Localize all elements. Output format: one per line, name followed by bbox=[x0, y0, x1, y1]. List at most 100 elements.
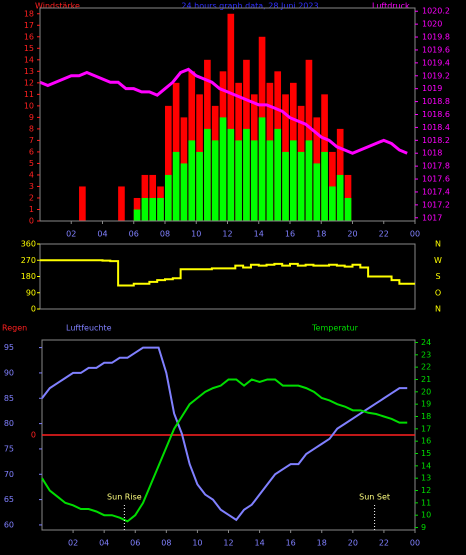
wind-bar bbox=[133, 209, 141, 221]
y-tick-label: 18 bbox=[421, 412, 431, 421]
y-tick-label: 0 bbox=[29, 217, 34, 226]
y-tick-label: 1019 bbox=[422, 84, 442, 93]
x-tick-label: 04 bbox=[97, 230, 107, 239]
y-tick-label: 2 bbox=[29, 193, 34, 202]
y-tick-label: 1017 bbox=[422, 213, 442, 222]
y-tick-label: 80 bbox=[4, 419, 14, 428]
wind-bar bbox=[227, 128, 235, 221]
y-tick-label: 180 bbox=[21, 272, 36, 281]
y-tick-label: 11 bbox=[421, 498, 431, 507]
y-tick-label: 0 bbox=[31, 305, 36, 314]
wind-bar bbox=[321, 151, 328, 221]
plot-frame bbox=[39, 243, 416, 310]
x-tick-label: 00 bbox=[410, 230, 420, 239]
x-tick-label: 02 bbox=[68, 539, 78, 548]
y-tick-label: 7 bbox=[29, 136, 34, 145]
compass-label: W bbox=[434, 256, 442, 265]
wind-bar bbox=[266, 140, 274, 221]
pressure-label: Luftdruck bbox=[372, 2, 410, 11]
y-tick-label: 6 bbox=[29, 147, 34, 156]
temperature-label: Temperatur bbox=[311, 324, 359, 333]
y-tick-label: 1017.8 bbox=[422, 162, 450, 171]
x-tick-label: 06 bbox=[130, 539, 140, 548]
y-tick-label: 1 bbox=[29, 205, 34, 214]
wind-bar bbox=[204, 128, 211, 221]
wind-bar bbox=[243, 128, 250, 221]
y-tick-label: 14 bbox=[24, 55, 34, 64]
x-tick-label: 10 bbox=[192, 539, 202, 548]
y-tick-label: 15 bbox=[24, 44, 34, 53]
x-tick-label: 16 bbox=[286, 539, 296, 548]
y-tick-label: 16 bbox=[24, 32, 34, 41]
wind-bar bbox=[235, 140, 242, 221]
y-tick-label: 1019.8 bbox=[422, 33, 450, 42]
wind-bar bbox=[313, 163, 321, 221]
x-tick-label: 22 bbox=[379, 539, 389, 548]
wind-bar bbox=[274, 128, 282, 221]
y-tick-label: 1017.4 bbox=[422, 187, 450, 196]
wind-label: Windstärke bbox=[35, 2, 80, 11]
y-tick-label: 1019.2 bbox=[422, 71, 450, 80]
wind-bar bbox=[165, 174, 172, 221]
wind-bar bbox=[336, 174, 344, 221]
y-tick-label: 13 bbox=[421, 474, 431, 483]
wind-bar bbox=[258, 117, 266, 221]
compass-label: O bbox=[435, 288, 441, 297]
y-tick-label: 22 bbox=[421, 363, 431, 372]
x-tick-label: 06 bbox=[129, 230, 139, 239]
wind-bar bbox=[196, 151, 203, 221]
y-tick-label: 1019.4 bbox=[422, 58, 450, 67]
y-tick-label: 10 bbox=[421, 511, 431, 520]
wind-bar bbox=[227, 13, 235, 221]
wind-bar bbox=[188, 140, 196, 221]
y-tick-label: 3 bbox=[29, 182, 34, 191]
compass-label: N bbox=[435, 240, 441, 249]
wind-bar bbox=[305, 140, 313, 221]
y-tick-label: 8 bbox=[29, 124, 34, 133]
y-tick-label: 21 bbox=[421, 375, 431, 384]
y-tick-label: 10 bbox=[24, 101, 34, 110]
wind-bar bbox=[297, 151, 305, 221]
y-tick-label: 75 bbox=[4, 444, 14, 453]
y-tick-label: 90 bbox=[26, 288, 36, 297]
y-tick-label: 65 bbox=[4, 495, 14, 504]
y-tick-label: 23 bbox=[421, 350, 431, 359]
x-tick-label: 18 bbox=[317, 539, 327, 548]
wind-bar bbox=[118, 186, 125, 221]
wind-bar bbox=[329, 186, 336, 221]
wind-bar bbox=[250, 140, 258, 221]
y-tick-label: 1018 bbox=[422, 149, 442, 158]
data-line bbox=[39, 67, 408, 155]
x-tick-label: 16 bbox=[285, 230, 295, 239]
x-tick-label: 14 bbox=[254, 230, 264, 239]
wind-bar bbox=[172, 151, 180, 221]
data-line bbox=[41, 378, 408, 523]
y-tick-label: 1017.6 bbox=[422, 175, 450, 184]
rain-tick-label: 0 bbox=[31, 431, 36, 440]
x-tick-label: 22 bbox=[379, 230, 389, 239]
compass-label: S bbox=[435, 272, 440, 281]
x-tick-label: 20 bbox=[348, 539, 358, 548]
annotation: Sun Rise bbox=[107, 493, 142, 502]
wind-bar bbox=[211, 140, 219, 221]
data-line bbox=[41, 346, 408, 522]
x-tick-label: 04 bbox=[99, 539, 109, 548]
y-tick-label: 1019.6 bbox=[422, 45, 450, 54]
wind-bar bbox=[157, 197, 164, 221]
y-tick-label: 20 bbox=[421, 387, 431, 396]
x-tick-label: 00 bbox=[410, 539, 420, 548]
wind-bar bbox=[79, 186, 86, 221]
compass-label: N bbox=[435, 305, 441, 314]
wind-bar bbox=[282, 151, 289, 221]
chart-title: 24 hours graph data, 28 Juni 2023 bbox=[181, 2, 318, 11]
y-tick-label: 85 bbox=[4, 394, 14, 403]
y-tick-label: 1017.2 bbox=[422, 200, 450, 209]
x-tick-label: 08 bbox=[161, 539, 171, 548]
y-tick-label: 1018.8 bbox=[422, 97, 450, 106]
y-tick-label: 1018.6 bbox=[422, 110, 450, 119]
annotation: Sun Set bbox=[359, 493, 390, 502]
y-tick-label: 19 bbox=[421, 400, 431, 409]
y-tick-label: 24 bbox=[421, 338, 431, 347]
